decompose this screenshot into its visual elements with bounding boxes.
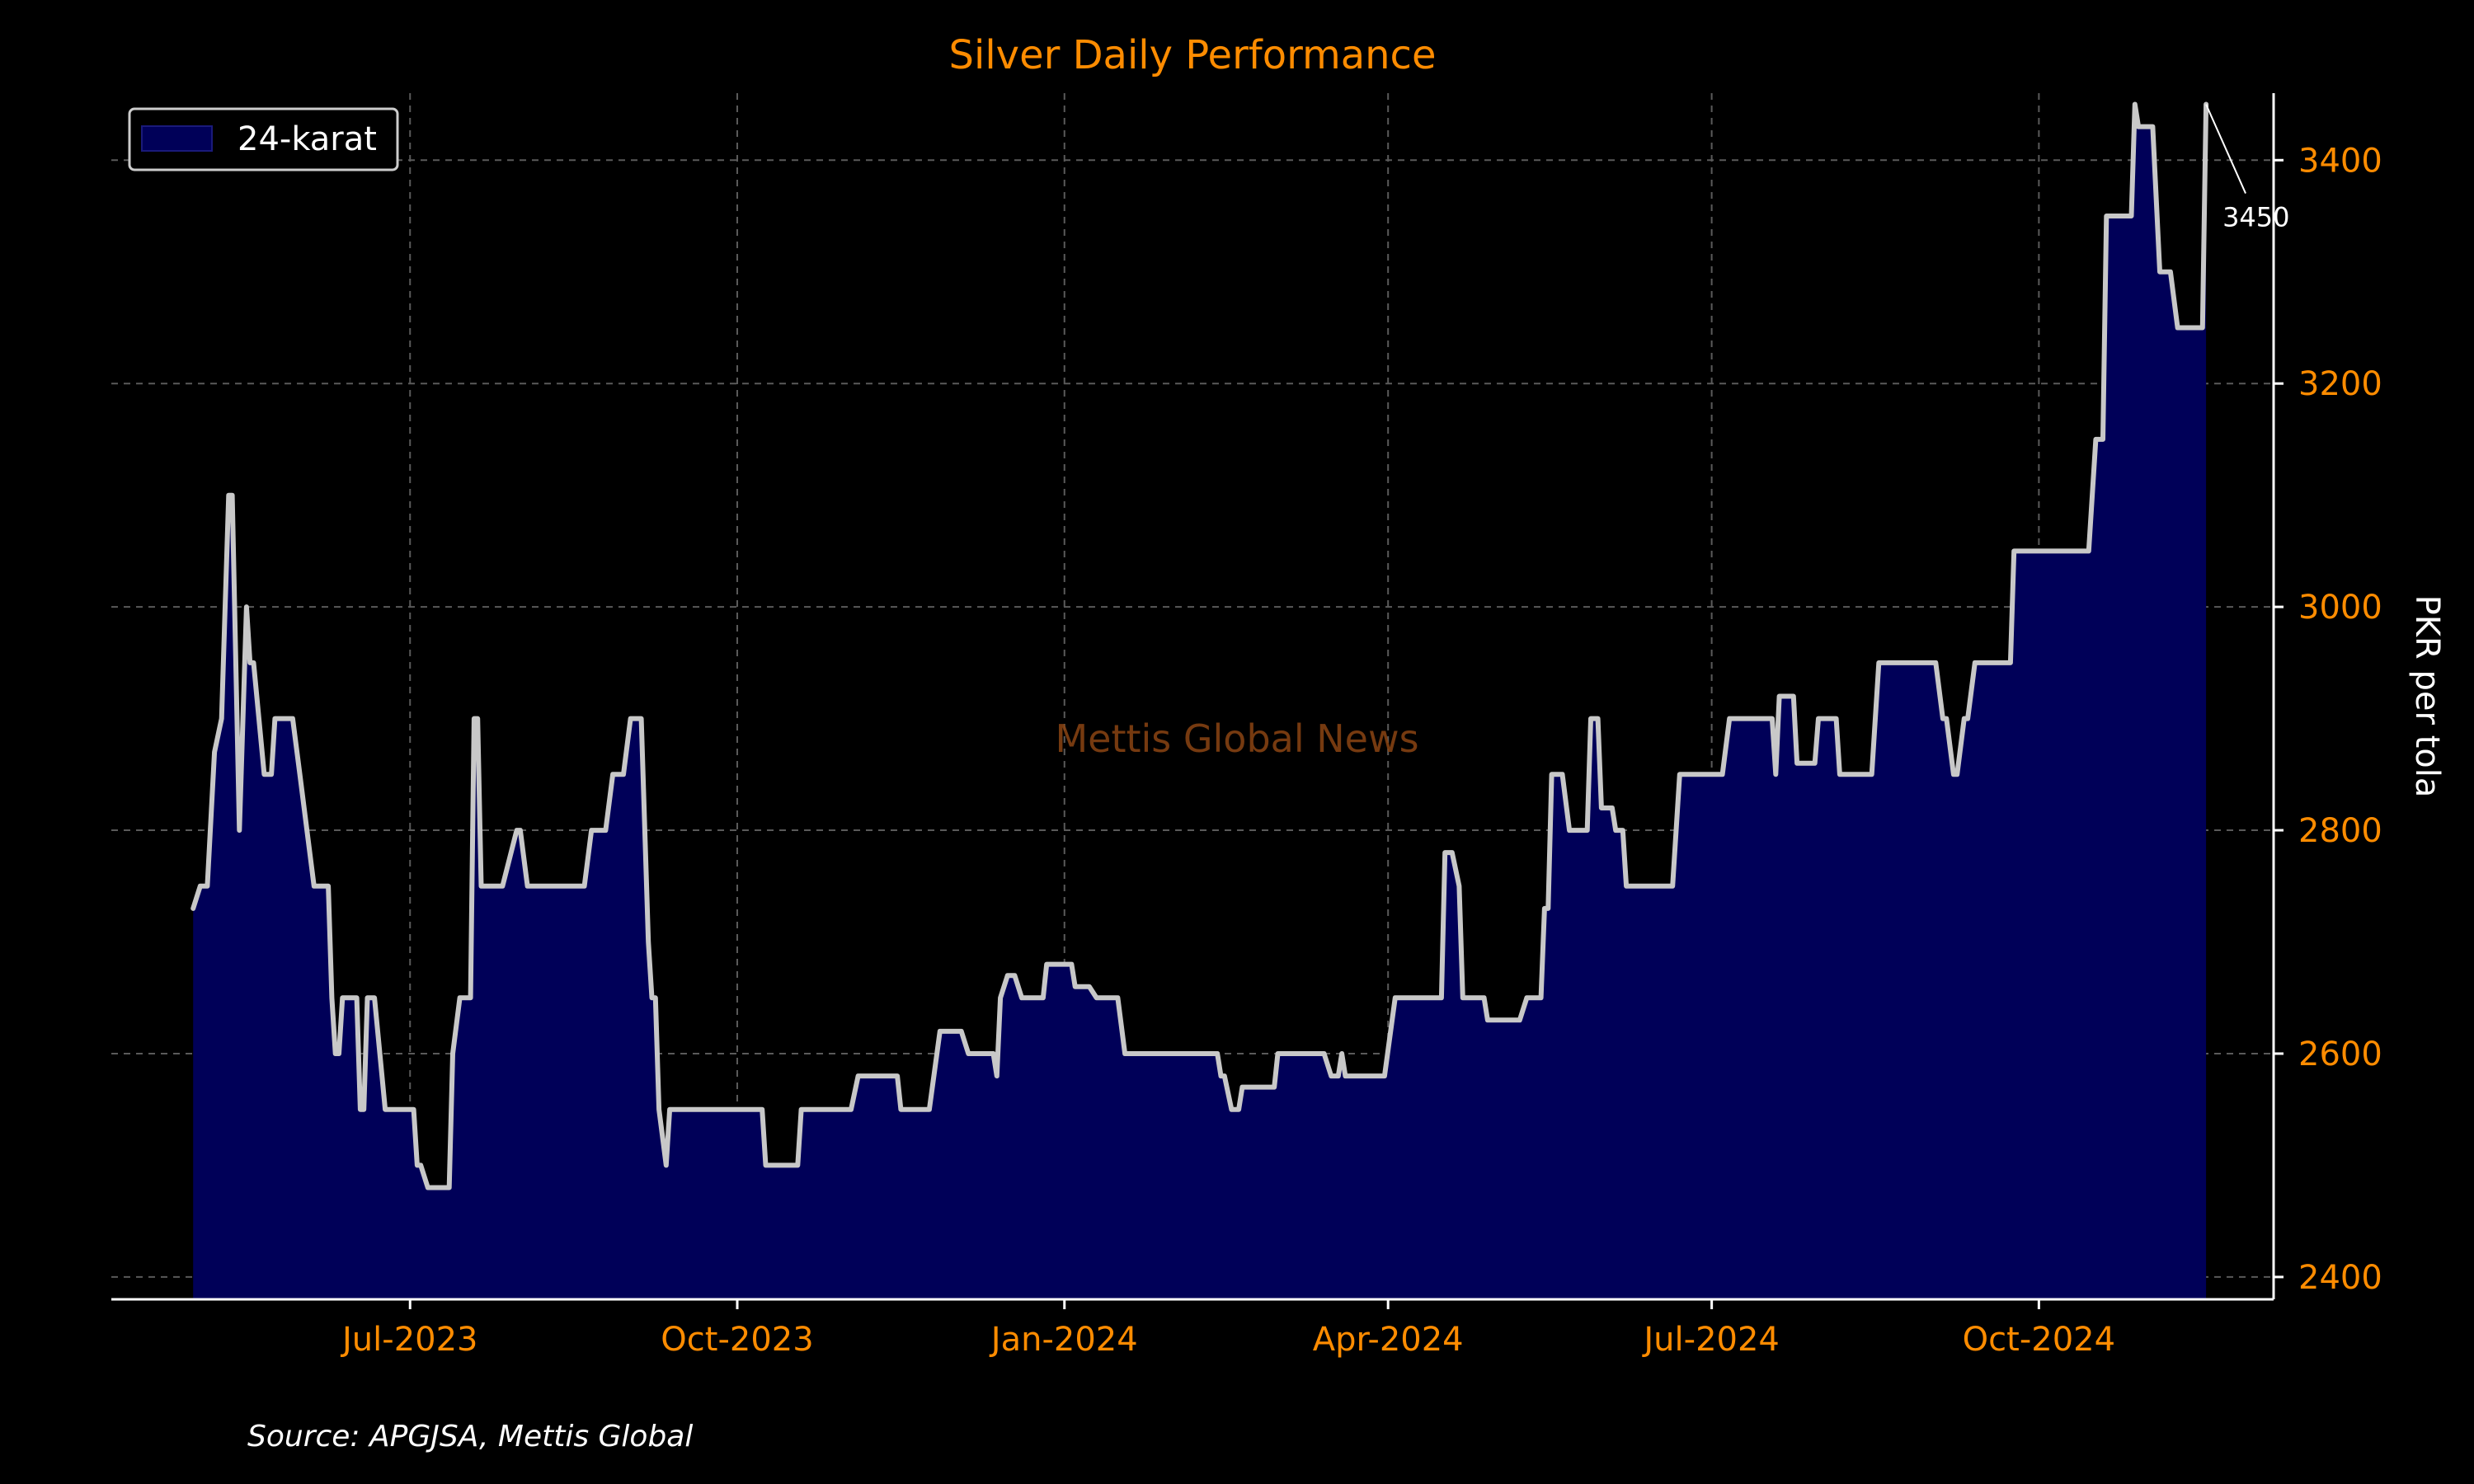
- watermark: Mettis Global News: [1055, 716, 1418, 761]
- x-tick-label-oct-2023: Oct-2023: [661, 1321, 813, 1359]
- y-tick-label-3000: 3000: [2298, 589, 2382, 627]
- y-tick-label-3200: 3200: [2298, 365, 2382, 403]
- series-area-24-karat: [193, 104, 2207, 1299]
- y-tick-label-3400: 3400: [2298, 142, 2382, 180]
- legend-swatch: [141, 125, 213, 152]
- legend-label: 24-karat: [238, 120, 377, 158]
- x-tick-label-jan-2024: Jan-2024: [989, 1321, 1138, 1359]
- x-tick-label-jul-2024: Jul-2024: [1641, 1321, 1780, 1359]
- y-tick-label-2400: 2400: [2298, 1259, 2382, 1297]
- annotation-label: 3450: [2222, 202, 2289, 233]
- series-line-24-karat: [190, 101, 2209, 1190]
- chart-title: Silver Daily Performance: [949, 32, 1437, 78]
- x-axis-ticks: Jul-2023 Oct-2023 Jan-2024 Apr-2024 Jul-2024…: [340, 1299, 2115, 1359]
- legend: 24-karat: [128, 107, 399, 171]
- y-axis-ticks: 2400 2600 2800 3000 3200 3400: [2274, 142, 2382, 1297]
- legend-frame: [128, 107, 399, 171]
- annotation-pointer: [2205, 104, 2246, 194]
- y-tick-label-2600: 2600: [2298, 1036, 2382, 1073]
- x-tick-label-apr-2024: Apr-2024: [1313, 1321, 1464, 1359]
- x-tick-label-oct-2024: Oct-2024: [1963, 1321, 2115, 1359]
- y-axis-label: PKR per tola: [2408, 595, 2446, 798]
- y-tick-label-2800: 2800: [2298, 812, 2382, 850]
- x-tick-label-jul-2023: Jul-2023: [340, 1321, 478, 1359]
- annotation: 3450: [2205, 104, 2290, 233]
- source-note: Source: APGJSA, Mettis Global: [247, 1420, 693, 1453]
